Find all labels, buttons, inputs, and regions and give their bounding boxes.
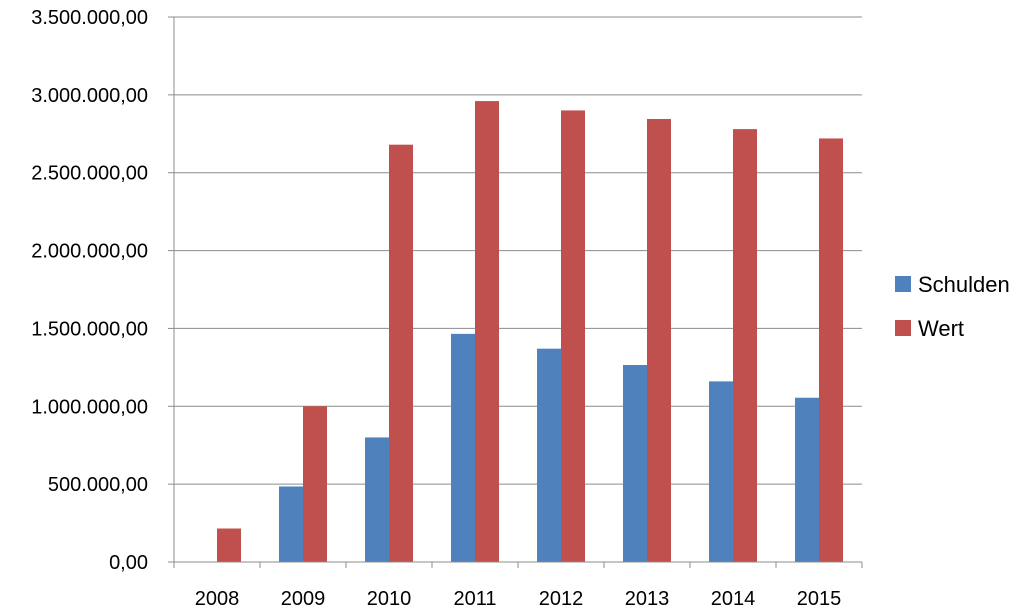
y-axis-tick-labels: 0,00 500.000,00 1.000.000,00 1.500.000,00 2.…: [31, 7, 148, 574]
x-tick-label: 2011: [453, 588, 496, 610]
bar-schulden-2009: [279, 486, 303, 562]
bar-schulden-2010: [365, 437, 389, 562]
x-tick-label: 2010: [367, 588, 412, 610]
bar-wert-2008: [217, 528, 241, 562]
bar-wert-2010: [389, 144, 413, 562]
y-tick-label: 2.000.000,00: [31, 241, 148, 263]
bar-wert-2015: [819, 138, 843, 562]
legend: Schulden Wert: [895, 272, 1010, 341]
y-tick-label: 0,00: [109, 552, 148, 574]
x-tick-label: 2014: [711, 588, 756, 610]
y-tick-label: 1.000.000,00: [31, 396, 148, 418]
bar-wert-2011: [475, 101, 499, 562]
legend-swatch-schulden: [895, 276, 911, 292]
y-tick-label: 3.000.000,00: [31, 85, 148, 107]
y-tick-label: 2.500.000,00: [31, 163, 148, 185]
bars: [217, 101, 843, 562]
bar-wert-2014: [733, 129, 757, 562]
bar-schulden-2012: [537, 348, 561, 562]
y-tick-label: 1.500.000,00: [31, 318, 148, 340]
bar-schulden-2015: [795, 397, 819, 562]
x-tick-label: 2008: [195, 588, 240, 610]
legend-label-schulden: Schulden: [918, 272, 1010, 297]
x-tick-label: 2015: [797, 588, 842, 610]
bar-schulden-2014: [709, 381, 733, 562]
bar-wert-2009: [303, 406, 327, 562]
bar-schulden-2013: [623, 365, 647, 562]
axes: [173, 17, 863, 568]
y-tick-label: 3.500.000,00: [31, 7, 148, 29]
bar-schulden-2011: [451, 333, 475, 562]
x-axis-tick-labels: 2008 2009 2010 2011 2012 2013 2014 2015: [195, 588, 842, 610]
bar-wert-2012: [561, 110, 585, 562]
x-tick-label: 2012: [539, 588, 584, 610]
bar-wert-2013: [647, 118, 671, 562]
legend-swatch-wert: [895, 320, 911, 336]
x-tick-label: 2009: [281, 588, 326, 610]
x-tick-label: 2013: [625, 588, 670, 610]
gridlines: [168, 16, 862, 563]
legend-label-wert: Wert: [918, 316, 964, 341]
y-tick-label: 500.000,00: [48, 474, 148, 496]
